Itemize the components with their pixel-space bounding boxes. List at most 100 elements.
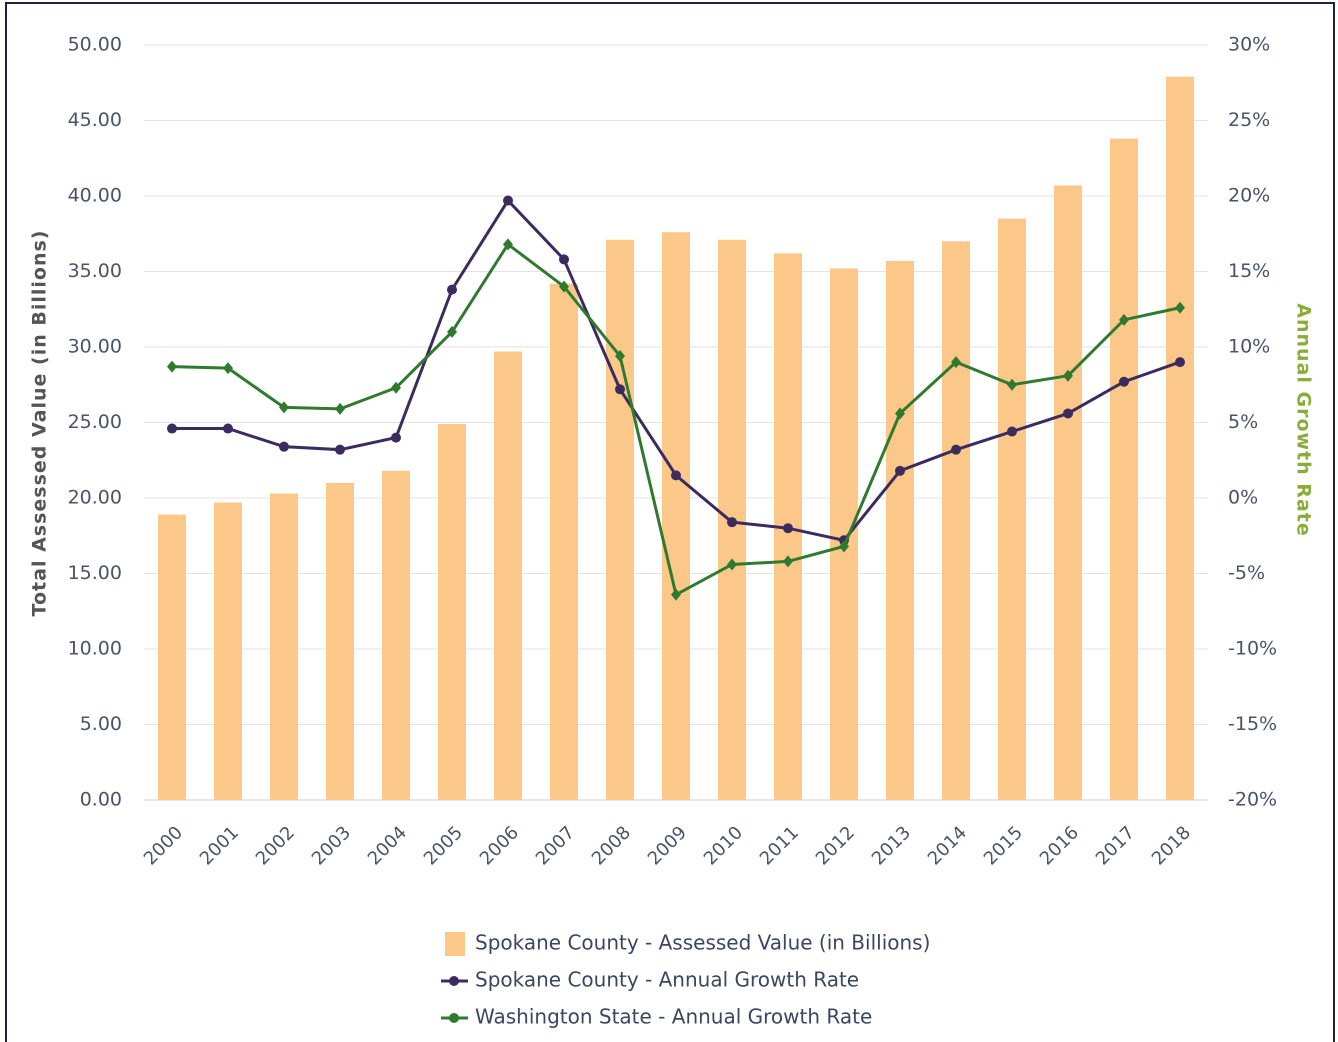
marker [783,523,793,534]
marker [1119,313,1129,326]
marker [839,540,849,553]
x-tick-label: 2016 [1036,822,1083,869]
bar [1166,76,1194,800]
bar [550,283,578,801]
x-tick-label: 2012 [812,822,859,869]
marker [391,432,401,443]
y-tick-label: 15.00 [68,562,122,584]
y-tick-label: 35.00 [68,260,122,282]
marker [615,384,625,395]
marker [1119,376,1129,387]
marker [447,284,457,295]
marker [1175,301,1185,314]
x-tick-label: 2013 [868,822,915,869]
bar [1110,138,1138,800]
marker [671,588,681,601]
marker [279,441,289,452]
y2-axis-title: Annual Growth Rate [1293,303,1315,536]
bar [942,241,970,801]
bar [662,232,690,801]
x-tick-label: 2000 [140,822,187,869]
y-tick-label: 25.00 [68,411,122,433]
x-tick-label: 2015 [980,822,1027,869]
y-tick-label: 45.00 [68,109,122,131]
x-tick-label: 2010 [700,822,747,869]
y2-tick-label: 10% [1228,336,1270,358]
marker [951,356,961,369]
bar [382,470,410,800]
y-tick-label: 5.00 [80,713,122,735]
bar [886,260,914,800]
x-tick-label: 2002 [252,822,299,869]
x-tick-label: 2017 [1092,822,1139,869]
marker [727,558,737,571]
legend-label: Spokane County - Annual Growth Rate [475,968,859,992]
x-tick-label: 2007 [532,822,579,869]
marker [335,402,345,415]
bar [494,351,522,800]
marker [167,423,177,434]
y2-tick-label: 5% [1228,411,1258,433]
marker [503,195,513,206]
bar [214,502,242,800]
marker [671,470,681,481]
y-tick-label: 0.00 [80,789,122,811]
bar [830,268,858,801]
marker [559,280,569,293]
marker [1063,369,1073,382]
marker [447,325,457,338]
y2-tick-label: 0% [1228,487,1258,509]
y-tick-label: 10.00 [68,638,122,660]
marker [727,517,737,528]
marker [391,381,401,394]
marker [1063,408,1073,419]
x-tick-label: 2001 [196,822,243,869]
x-tick-label: 2011 [756,822,803,869]
y-tick-label: 50.00 [68,34,122,56]
x-tick-label: 2004 [364,822,411,869]
y2-tick-label: 15% [1228,260,1270,282]
bar [998,218,1026,800]
y-tick-label: 30.00 [68,336,122,358]
bar [270,493,298,800]
marker [1007,426,1017,437]
y2-tick-label: -15% [1228,713,1277,735]
x-tick-label: 2018 [1148,822,1195,869]
marker [279,401,289,414]
bar [326,482,354,800]
y-tick-label: 40.00 [68,185,122,207]
marker [895,407,905,420]
bar [438,424,466,800]
frame [5,2,1335,1042]
x-tick-label: 2008 [588,822,635,869]
marker [559,254,569,265]
marker [223,423,233,434]
y2-tick-label: 25% [1228,109,1270,131]
marker [1007,378,1017,391]
x-tick-label: 2014 [924,822,971,869]
marker [1175,357,1185,368]
bar [606,239,634,801]
x-tick-label: 2005 [420,822,467,869]
y2-tick-label: -20% [1228,789,1277,811]
legend-label: Spokane County - Assessed Value (in Bill… [475,931,930,955]
y2-tick-label: -10% [1228,638,1277,660]
x-tick-label: 2003 [308,822,355,869]
marker [223,362,233,375]
legend-swatch [445,932,465,956]
legend-swatch [449,976,459,986]
marker [951,444,961,455]
legend-swatch [449,1013,459,1023]
y2-tick-label: -5% [1228,562,1265,584]
x-tick-label: 2006 [476,822,523,869]
y-axis-title: Total Assessed Value (in Billions) [29,230,51,617]
bar [1054,185,1082,800]
marker [503,238,513,251]
y2-tick-label: 20% [1228,185,1270,207]
marker [615,350,625,363]
y-tick-label: 20.00 [68,487,122,509]
marker [895,465,905,476]
marker [335,444,345,455]
legend-label: Washington State - Annual Growth Rate [475,1005,872,1029]
